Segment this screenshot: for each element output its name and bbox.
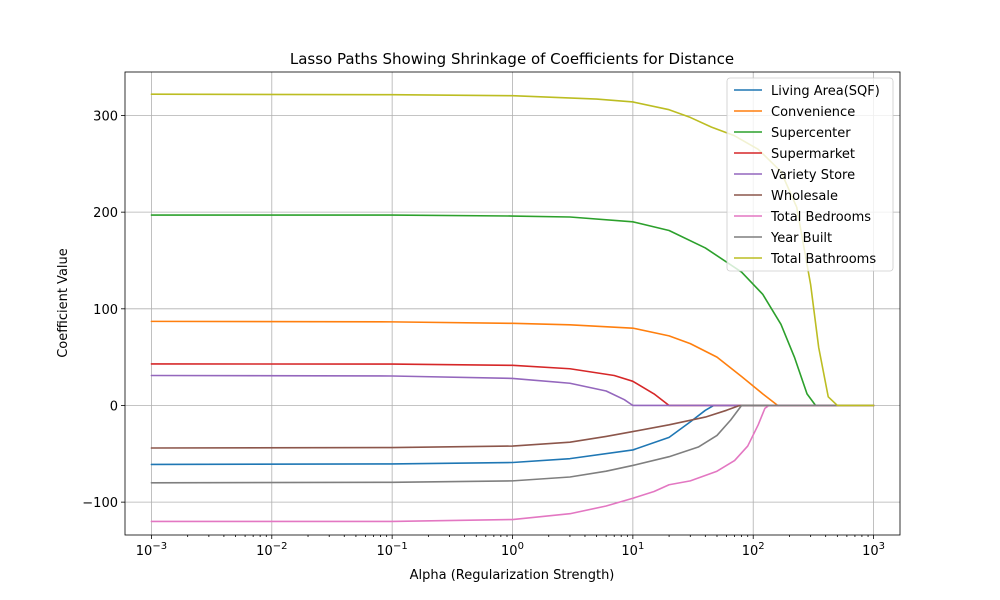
- series-layer: [150, 93, 875, 523]
- series-line-living-area-sqf: [150, 404, 875, 466]
- legend-box: [726, 77, 894, 272]
- x-tick-exponent: 2: [758, 541, 764, 552]
- y-tick-label: 200: [93, 206, 118, 221]
- x-tick-exponent: 1: [638, 541, 644, 552]
- chart-title: Lasso Paths Showing Shrinkage of Coeffic…: [290, 50, 734, 68]
- x-tick-label: 10−2: [256, 541, 287, 559]
- legend-label-total-bathrooms: Total Bathrooms: [770, 252, 876, 267]
- y-tick-label: 100: [93, 303, 118, 318]
- x-tick-label: 10−3: [136, 541, 167, 559]
- x-tick-base: 10: [501, 544, 518, 559]
- x-tick-label: 101: [621, 541, 644, 559]
- series-line-variety-store: [150, 374, 875, 407]
- series-line-wholesale: [150, 404, 875, 449]
- legend-label-year-built: Year Built: [770, 231, 832, 246]
- x-tick-exponent: −2: [273, 541, 288, 552]
- legend-label-total-bedrooms: Total Bedrooms: [770, 210, 871, 225]
- x-tick-base: 10: [621, 544, 638, 559]
- x-tick-label: 103: [862, 541, 885, 559]
- x-tick-label: 100: [501, 541, 524, 559]
- legend-label-supermarket: Supermarket: [771, 147, 855, 162]
- x-tick-base: 10: [862, 544, 879, 559]
- legend-label-wholesale: Wholesale: [771, 189, 838, 204]
- x-tick-exponent: 3: [879, 541, 885, 552]
- legend-label-living-area-sqf: Living Area(SQF): [771, 84, 880, 99]
- x-tick-label: 102: [742, 541, 765, 559]
- x-tick-base: 10: [742, 544, 759, 559]
- x-tick-base: 10: [377, 544, 394, 559]
- legend: Living Area(SQF) Convenience Supercenter Su…: [726, 77, 894, 272]
- x-tick-exponent: −1: [393, 541, 408, 552]
- x-tick-exponent: 0: [518, 541, 524, 552]
- x-axis-label: Alpha (Regularization Strength): [410, 568, 615, 583]
- x-tick-base: 10: [136, 544, 153, 559]
- y-tick-label: −100: [82, 496, 118, 511]
- x-tick-exponent: −3: [152, 541, 167, 552]
- y-tick-label: 0: [110, 399, 118, 414]
- x-tick-base: 10: [256, 544, 273, 559]
- y-tick-label: 300: [93, 109, 118, 124]
- x-tick-label: 10−1: [377, 541, 408, 559]
- y-axis-label: Coefficient Value: [56, 248, 71, 358]
- legend-label-variety-store: Variety Store: [771, 168, 855, 183]
- series-line-year-built: [150, 404, 875, 484]
- series-line-convenience: [150, 320, 875, 407]
- legend-label-convenience: Convenience: [771, 105, 855, 120]
- series-line-supercenter: [150, 214, 875, 407]
- series-line-supermarket: [150, 363, 875, 407]
- series-line-total-bedrooms: [150, 404, 875, 523]
- legend-label-supercenter: Supercenter: [771, 126, 851, 141]
